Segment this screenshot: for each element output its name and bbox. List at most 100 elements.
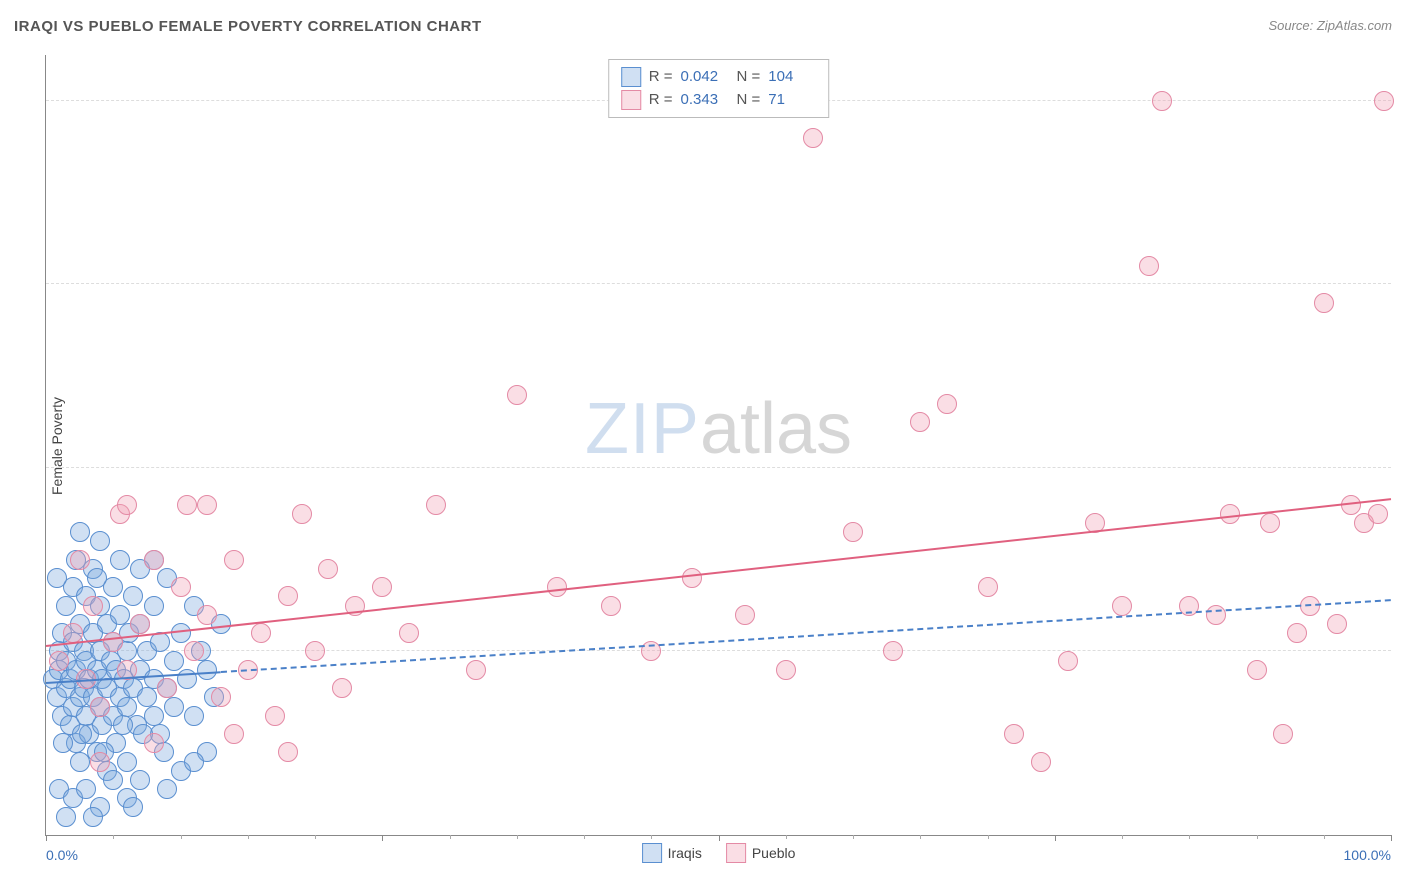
data-point: [83, 596, 103, 616]
x-tick-minor: [113, 835, 114, 839]
data-point: [177, 495, 197, 515]
data-point: [103, 632, 123, 652]
data-point: [1374, 91, 1394, 111]
watermark: ZIPatlas: [585, 388, 852, 470]
data-point: [1273, 724, 1293, 744]
data-point: [83, 807, 103, 827]
data-point: [278, 742, 298, 762]
data-point: [144, 550, 164, 570]
x-axis-max-label: 100.0%: [1344, 847, 1391, 863]
x-tick-minor: [651, 835, 652, 839]
y-tick-label: 80.0%: [1396, 93, 1406, 109]
data-point: [197, 495, 217, 515]
data-point: [184, 752, 204, 772]
scatter-chart: ZIPatlas R = 0.042 N = 104 R = 0.343 N =…: [45, 55, 1391, 836]
legend-item-iraqis: Iraqis: [642, 843, 702, 863]
data-point: [87, 568, 107, 588]
data-point: [1058, 651, 1078, 671]
legend-row-pueblo: R = 0.343 N = 71: [621, 89, 817, 112]
r-label: R =: [649, 66, 673, 89]
data-point: [72, 724, 92, 744]
data-point: [171, 577, 191, 597]
data-point: [164, 651, 184, 671]
x-tick-minor: [584, 835, 585, 839]
data-point: [399, 623, 419, 643]
data-point: [507, 385, 527, 405]
data-point: [157, 678, 177, 698]
y-tick-label: 60.0%: [1396, 276, 1406, 292]
data-point: [803, 128, 823, 148]
data-point: [1220, 504, 1240, 524]
r-value-pueblo: 0.343: [681, 89, 729, 112]
x-tick-major: [382, 835, 383, 841]
x-tick-major: [719, 835, 720, 841]
r-label: R =: [649, 89, 673, 112]
chart-header: IRAQI VS PUEBLO FEMALE POVERTY CORRELATI…: [14, 18, 1392, 46]
watermark-atlas: atlas: [700, 389, 852, 469]
legend-label-iraqis: Iraqis: [668, 845, 702, 861]
data-point: [305, 641, 325, 661]
data-point: [70, 550, 90, 570]
legend-item-pueblo: Pueblo: [726, 843, 796, 863]
n-label: N =: [737, 89, 761, 112]
gridline: [46, 650, 1391, 651]
data-point: [76, 779, 96, 799]
data-point: [278, 586, 298, 606]
legend-label-pueblo: Pueblo: [752, 845, 796, 861]
data-point: [332, 678, 352, 698]
data-point: [171, 623, 191, 643]
data-point: [56, 807, 76, 827]
data-point: [211, 687, 231, 707]
data-point: [466, 660, 486, 680]
watermark-zip: ZIP: [585, 389, 700, 469]
x-tick-minor: [517, 835, 518, 839]
x-tick-minor: [1324, 835, 1325, 839]
data-point: [70, 522, 90, 542]
data-point: [426, 495, 446, 515]
data-point: [117, 697, 137, 717]
data-point: [90, 697, 110, 717]
data-point: [144, 733, 164, 753]
legend-swatch-iraqis: [621, 67, 641, 87]
x-tick-minor: [1122, 835, 1123, 839]
data-point: [164, 697, 184, 717]
data-point: [90, 752, 110, 772]
data-point: [150, 632, 170, 652]
data-point: [197, 605, 217, 625]
data-point: [103, 770, 123, 790]
data-point: [197, 660, 217, 680]
legend-swatch-pueblo-bottom: [726, 843, 746, 863]
n-value-pueblo: 71: [768, 89, 816, 112]
correlation-legend: R = 0.042 N = 104 R = 0.343 N = 71: [608, 59, 830, 118]
data-point: [113, 715, 133, 735]
x-tick-major: [1055, 835, 1056, 841]
data-point: [265, 706, 285, 726]
data-point: [157, 779, 177, 799]
data-point: [1314, 293, 1334, 313]
data-point: [937, 394, 957, 414]
data-point: [184, 641, 204, 661]
data-point: [1247, 660, 1267, 680]
x-tick-minor: [450, 835, 451, 839]
legend-swatch-iraqis-bottom: [642, 843, 662, 863]
data-point: [53, 733, 73, 753]
data-point: [735, 605, 755, 625]
n-label: N =: [737, 66, 761, 89]
data-point: [130, 614, 150, 634]
data-point: [224, 550, 244, 570]
x-axis-min-label: 0.0%: [46, 847, 78, 863]
x-tick-minor: [853, 835, 854, 839]
data-point: [776, 660, 796, 680]
x-tick-minor: [248, 835, 249, 839]
data-point: [1260, 513, 1280, 533]
data-point: [1152, 91, 1172, 111]
data-point: [1112, 596, 1132, 616]
data-point: [224, 724, 244, 744]
data-point: [1327, 614, 1347, 634]
data-point: [49, 651, 69, 671]
data-point: [1139, 256, 1159, 276]
data-point: [547, 577, 567, 597]
x-tick-minor: [920, 835, 921, 839]
data-point: [1287, 623, 1307, 643]
data-point: [372, 577, 392, 597]
